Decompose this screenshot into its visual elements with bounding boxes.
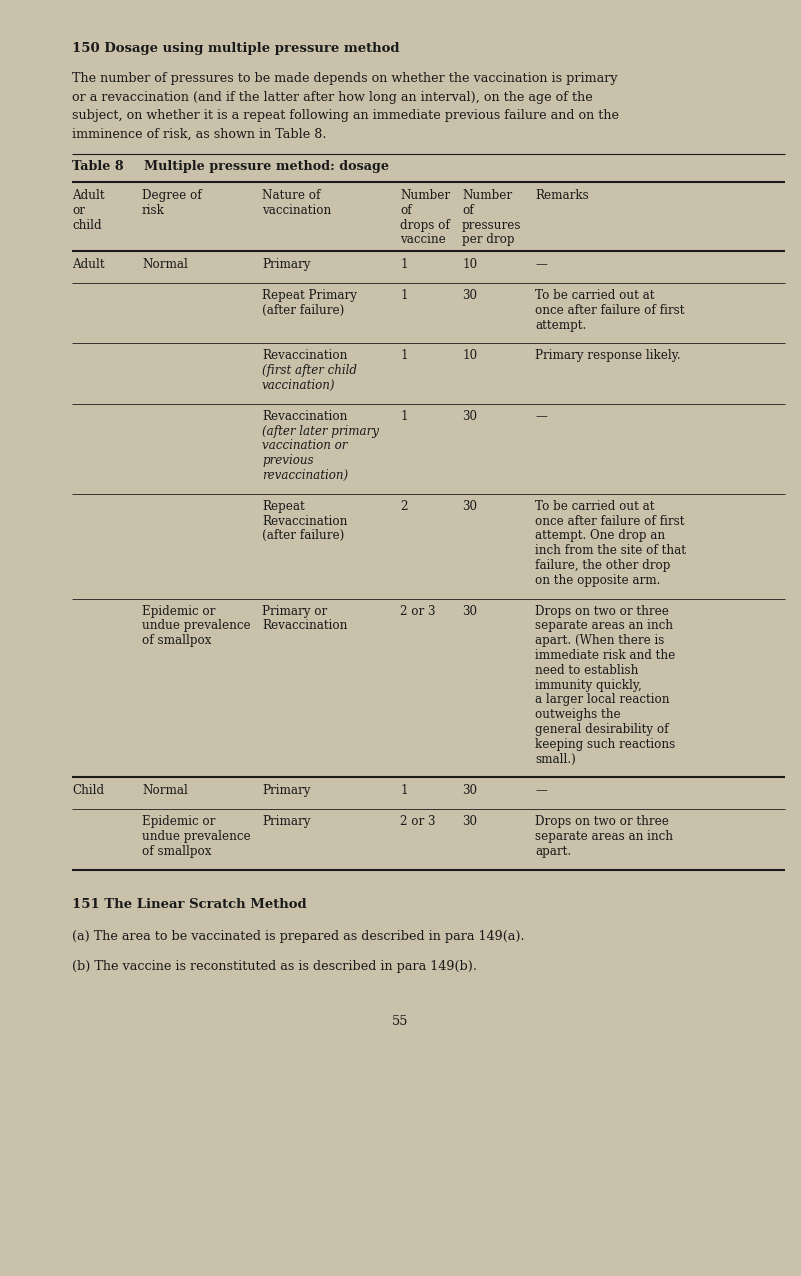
- Text: Number: Number: [462, 189, 512, 202]
- Text: immunity quickly,: immunity quickly,: [535, 679, 642, 692]
- Text: —: —: [535, 410, 547, 422]
- Text: 10: 10: [462, 350, 477, 362]
- Text: Primary or: Primary or: [262, 605, 328, 618]
- Text: (b) The vaccine is reconstituted as is described in para 149(b).: (b) The vaccine is reconstituted as is d…: [72, 960, 477, 972]
- Text: 151 The Linear Scratch Method: 151 The Linear Scratch Method: [72, 897, 307, 911]
- Text: —: —: [535, 258, 547, 272]
- Text: keeping such reactions: keeping such reactions: [535, 738, 675, 750]
- Text: Revaccination: Revaccination: [262, 350, 348, 362]
- Text: 10: 10: [462, 258, 477, 272]
- Text: separate areas an inch: separate areas an inch: [535, 619, 673, 633]
- Text: undue prevalence: undue prevalence: [142, 619, 251, 633]
- Text: Drops on two or three: Drops on two or three: [535, 815, 669, 828]
- Text: Primary: Primary: [262, 258, 311, 272]
- Text: 1: 1: [400, 258, 408, 272]
- Text: vaccination): vaccination): [262, 379, 336, 392]
- Text: 2: 2: [400, 500, 408, 513]
- Text: risk: risk: [142, 204, 165, 217]
- Text: outweighs the: outweighs the: [535, 708, 621, 721]
- Text: attempt.: attempt.: [535, 319, 586, 332]
- Text: (after later primary: (after later primary: [262, 425, 379, 438]
- Text: previous: previous: [262, 454, 314, 467]
- Text: 150 Dosage using multiple pressure method: 150 Dosage using multiple pressure metho…: [72, 42, 400, 55]
- Text: 30: 30: [462, 605, 477, 618]
- Text: vaccination: vaccination: [262, 204, 332, 217]
- Text: Revaccination: Revaccination: [262, 410, 348, 422]
- Text: apart.: apart.: [535, 845, 571, 857]
- Text: imminence of risk, as shown in Table 8.: imminence of risk, as shown in Table 8.: [72, 128, 327, 140]
- Text: apart. (When there is: apart. (When there is: [535, 634, 664, 647]
- Text: Remarks: Remarks: [535, 189, 589, 202]
- Text: Drops on two or three: Drops on two or three: [535, 605, 669, 618]
- Text: 2 or 3: 2 or 3: [400, 815, 436, 828]
- Text: Repeat Primary: Repeat Primary: [262, 288, 357, 302]
- Text: separate areas an inch: separate areas an inch: [535, 829, 673, 843]
- Text: undue prevalence: undue prevalence: [142, 829, 251, 843]
- Text: Revaccination: Revaccination: [262, 514, 348, 527]
- Text: of smallpox: of smallpox: [142, 845, 211, 857]
- Text: 1: 1: [400, 410, 408, 422]
- Text: vaccine: vaccine: [400, 234, 445, 246]
- Text: small.): small.): [535, 753, 576, 766]
- Text: Nature of: Nature of: [262, 189, 320, 202]
- Text: Epidemic or: Epidemic or: [142, 815, 215, 828]
- Text: Repeat: Repeat: [262, 500, 304, 513]
- Text: Normal: Normal: [142, 258, 188, 272]
- Text: a larger local reaction: a larger local reaction: [535, 693, 670, 707]
- Text: failure, the other drop: failure, the other drop: [535, 559, 670, 572]
- Text: (after failure): (after failure): [262, 530, 344, 542]
- Text: 1: 1: [400, 785, 408, 798]
- Text: pressures: pressures: [462, 218, 521, 232]
- Text: of smallpox: of smallpox: [142, 634, 211, 647]
- Text: subject, on whether it is a repeat following an immediate previous failure and o: subject, on whether it is a repeat follo…: [72, 108, 619, 122]
- Text: Primary response likely.: Primary response likely.: [535, 350, 681, 362]
- Text: (first after child: (first after child: [262, 364, 357, 378]
- Text: inch from the site of that: inch from the site of that: [535, 544, 686, 558]
- Text: Primary: Primary: [262, 815, 311, 828]
- Text: Adult: Adult: [72, 189, 105, 202]
- Text: 30: 30: [462, 410, 477, 422]
- Text: 55: 55: [392, 1014, 409, 1027]
- Text: 30: 30: [462, 785, 477, 798]
- Text: 30: 30: [462, 500, 477, 513]
- Text: vaccination or: vaccination or: [262, 439, 348, 453]
- Text: Normal: Normal: [142, 785, 188, 798]
- Text: general desirability of: general desirability of: [535, 723, 669, 736]
- Text: 30: 30: [462, 288, 477, 302]
- Text: once after failure of first: once after failure of first: [535, 304, 685, 316]
- Text: revaccination): revaccination): [262, 470, 348, 482]
- Text: immediate risk and the: immediate risk and the: [535, 649, 675, 662]
- Text: on the opposite arm.: on the opposite arm.: [535, 574, 660, 587]
- Text: (after failure): (after failure): [262, 304, 344, 316]
- Text: once after failure of first: once after failure of first: [535, 514, 685, 527]
- Text: Number: Number: [400, 189, 450, 202]
- Text: or: or: [72, 204, 85, 217]
- Text: Multiple pressure method: dosage: Multiple pressure method: dosage: [144, 160, 389, 174]
- Text: or a revaccination (and if the latter after how long an interval), on the age of: or a revaccination (and if the latter af…: [72, 91, 593, 103]
- Text: Degree of: Degree of: [142, 189, 202, 202]
- Text: child: child: [72, 218, 102, 232]
- Text: (a) The area to be vaccinated is prepared as described in para 149(a).: (a) The area to be vaccinated is prepare…: [72, 930, 525, 943]
- Text: Revaccination: Revaccination: [262, 619, 348, 633]
- Text: 2 or 3: 2 or 3: [400, 605, 436, 618]
- Text: —: —: [535, 785, 547, 798]
- Text: of: of: [400, 204, 412, 217]
- Text: Epidemic or: Epidemic or: [142, 605, 215, 618]
- Text: 1: 1: [400, 350, 408, 362]
- Text: Child: Child: [72, 785, 104, 798]
- Text: Primary: Primary: [262, 785, 311, 798]
- Text: The number of pressures to be made depends on whether the vaccination is primary: The number of pressures to be made depen…: [72, 71, 618, 85]
- Text: Adult: Adult: [72, 258, 105, 272]
- Text: 30: 30: [462, 815, 477, 828]
- Text: 1: 1: [400, 288, 408, 302]
- Text: need to establish: need to establish: [535, 664, 638, 676]
- Text: drops of: drops of: [400, 218, 450, 232]
- Text: To be carried out at: To be carried out at: [535, 500, 654, 513]
- Text: per drop: per drop: [462, 234, 514, 246]
- Text: To be carried out at: To be carried out at: [535, 288, 654, 302]
- Text: attempt. One drop an: attempt. One drop an: [535, 530, 665, 542]
- Text: Table 8: Table 8: [72, 160, 123, 174]
- Text: of: of: [462, 204, 473, 217]
